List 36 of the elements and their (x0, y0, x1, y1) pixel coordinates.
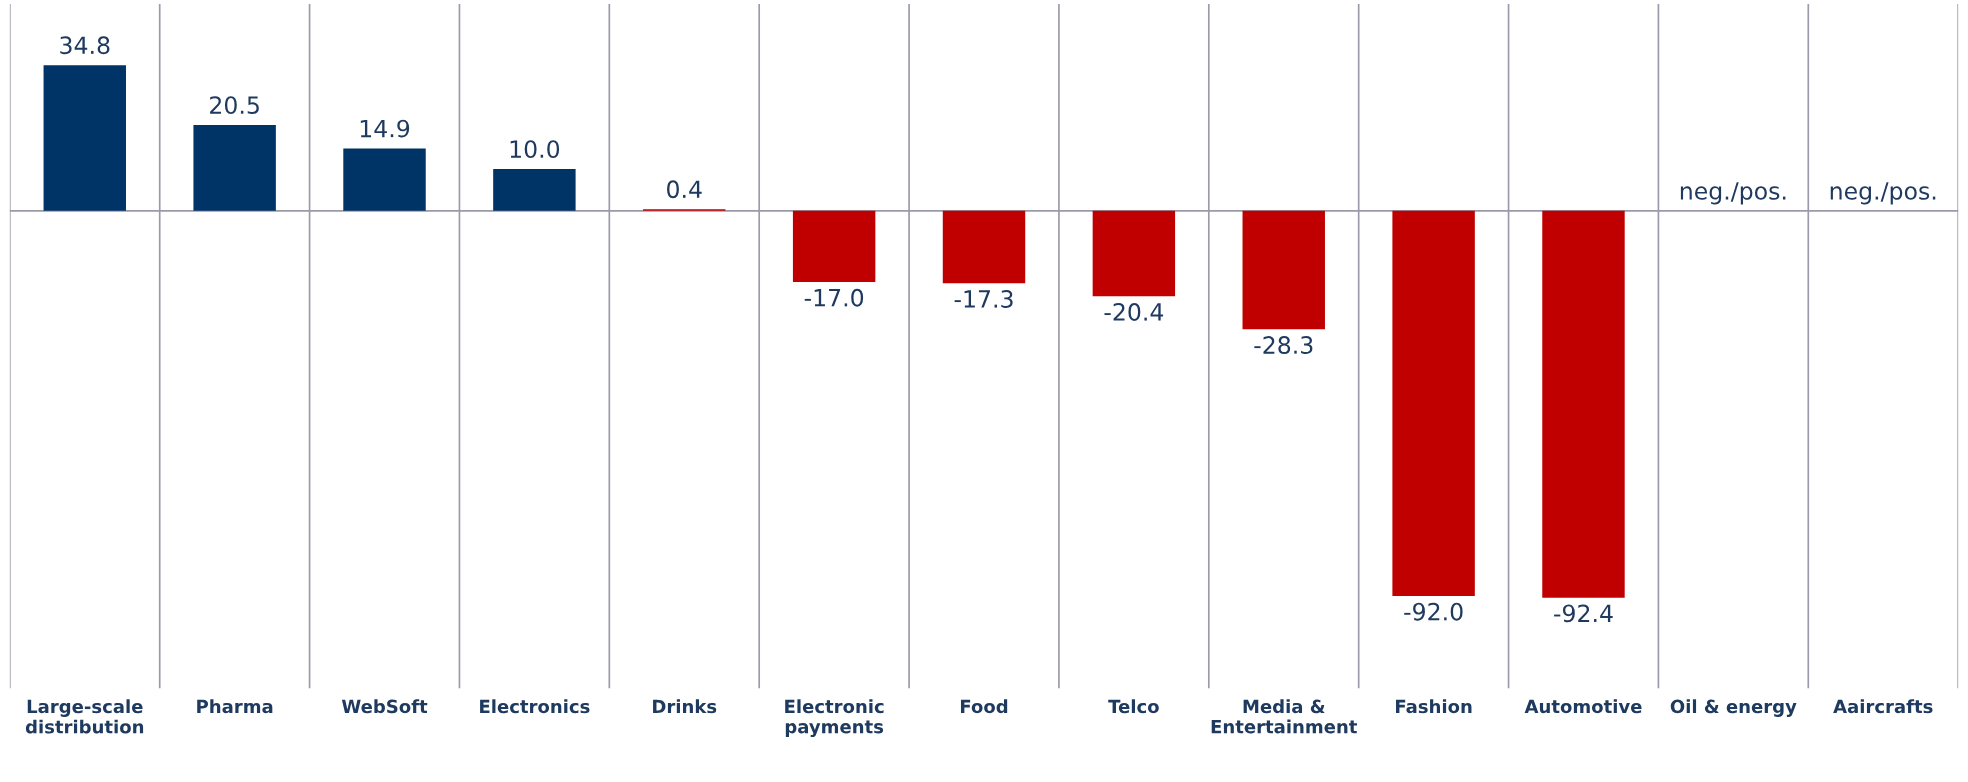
bar (942, 210, 1026, 284)
data-label: 34.8 (60, 36, 110, 55)
x-tick-label: WebSoft (341, 699, 428, 714)
x-tick-label: Aaircrafts (1833, 699, 1933, 714)
bar (193, 125, 276, 211)
x-tick-label: Drinks (653, 699, 717, 714)
data-label: -17.3 (954, 290, 1013, 308)
text: neg./pos. (1680, 182, 1786, 205)
bar (43, 65, 126, 211)
text: neg./pos. (1830, 182, 1936, 205)
bar (493, 168, 576, 211)
x-tick-label: Telco (1108, 699, 1159, 714)
data-label: -20.4 (1104, 303, 1164, 321)
bar (1092, 210, 1176, 297)
x-tick-label: Electronic payments (785, 699, 884, 738)
data-label: -92.0 (1404, 602, 1463, 621)
data-label: 14.9 (360, 119, 410, 138)
data-label: 0.4 (667, 180, 702, 199)
x-tick-label: Automotive (1524, 699, 1642, 714)
x-tick-label: Electronics (480, 699, 590, 714)
x-tick-label: Oil & energy (1670, 699, 1797, 717)
x-tick-label: Fashion (1396, 699, 1472, 714)
x-tick-label: Media & Entertainment (1211, 699, 1358, 734)
bar (1242, 210, 1325, 330)
x-tick-label: Pharma (197, 699, 273, 714)
bar (1542, 210, 1625, 598)
data-label: 20.5 (210, 96, 259, 115)
data-label: -28.3 (1254, 336, 1313, 354)
data-label: 10.0 (510, 140, 560, 158)
x-tick-label: Large-scale distribution (25, 699, 144, 734)
data-label: -92.4 (1554, 604, 1613, 623)
bar (792, 210, 876, 282)
bar (1392, 210, 1475, 596)
bar (343, 148, 426, 211)
x-tick-label: Food (960, 699, 1008, 714)
data-label: -17.0 (804, 288, 864, 307)
